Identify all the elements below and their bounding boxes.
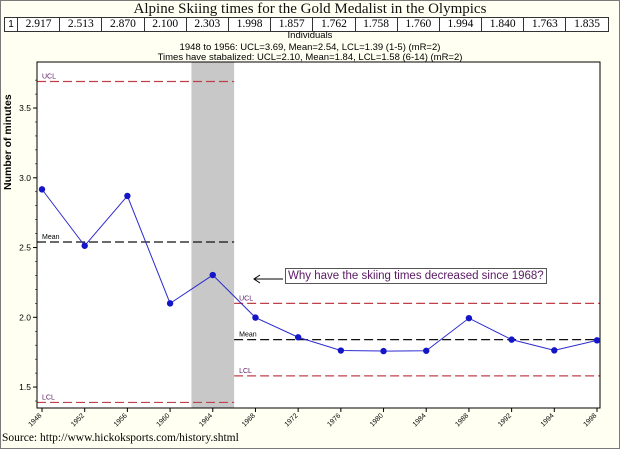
annotation-arrowhead — [253, 274, 261, 284]
data-point — [81, 242, 88, 249]
y-tick-label: 1.5 — [19, 382, 31, 392]
series-line — [41, 189, 598, 352]
values-table-cell: 2.100 — [145, 18, 187, 31]
data-point — [252, 314, 259, 321]
annotation-box: Why have the skiing times decreased sinc… — [285, 268, 547, 284]
source-note: Source: http://www.hickoksports.com/hist… — [2, 432, 239, 444]
y-tick-label: 3.5 — [19, 103, 31, 113]
x-tick-label: 1980 — [369, 412, 385, 428]
values-table-cell: 1.857 — [271, 18, 314, 31]
values-table-cell: 1.763 — [524, 18, 567, 31]
y-tick-label: 2.0 — [19, 312, 31, 322]
data-point — [294, 334, 302, 341]
values-table-cell: 1.760 — [398, 18, 440, 31]
values-table-lead: 1 — [5, 18, 18, 31]
values-table-cell: 1.758 — [356, 18, 398, 31]
values-table-cell: 2.303 — [187, 18, 229, 31]
subtitle-individuals: Individuals — [287, 30, 333, 41]
data-point — [593, 337, 601, 344]
x-tick-label: 1994 — [540, 412, 556, 428]
data-point — [380, 347, 387, 355]
data-point — [508, 336, 515, 343]
y-tick-label: 2.5 — [19, 243, 31, 253]
values-table: 1 2.917 2.513 2.870 2.100 2.303 1.998 1.857 1.7… — [4, 17, 609, 32]
subtitle-phase2: Times have stabalized: UCL=2.10, Mean=1.… — [157, 52, 463, 63]
x-tick-label: 1992 — [497, 412, 513, 428]
x-tick-label: 1972 — [284, 412, 300, 428]
values-table-cell: 2.870 — [102, 18, 145, 31]
y-axis-label: Number of minutes — [2, 94, 14, 190]
axes-frame — [36, 61, 601, 409]
x-tick-label: 1964 — [198, 412, 214, 428]
shaded-region — [191, 62, 235, 408]
x-tick-label: 1976 — [326, 412, 342, 428]
x-tick-label: 1960 — [156, 412, 172, 428]
x-tick-label: 1956 — [113, 412, 129, 428]
x-tick-label: 1998 — [582, 412, 598, 428]
ucl-label: UCL — [239, 295, 253, 302]
chart-title: Alpine Skiing times for the Gold Medalis… — [133, 1, 487, 17]
data-point — [465, 314, 473, 322]
data-point — [38, 186, 46, 193]
values-table-cell: 2.917 — [18, 18, 61, 31]
mean-label: Mean — [42, 234, 60, 241]
data-point — [423, 347, 430, 354]
values-table-cell: 1.994 — [440, 18, 483, 31]
values-table-cell: 1.840 — [482, 18, 525, 31]
y-tick-label: 3.0 — [19, 173, 31, 183]
mean-label: Mean — [239, 332, 257, 339]
x-tick-label: 1952 — [70, 412, 86, 428]
data-point — [337, 347, 345, 354]
data-point — [209, 271, 216, 279]
values-table-cell: 1.762 — [313, 18, 356, 31]
values-table-cell: 1.998 — [229, 18, 272, 31]
x-tick-label: 1948 — [27, 412, 43, 428]
lcl-label: LCL — [42, 394, 55, 401]
x-tick-label: 1984 — [412, 412, 428, 428]
ucl-label: UCL — [42, 74, 56, 81]
subtitle-phase1: 1948 to 1956: UCL=3.69, Mean=2.54, LCL=1… — [179, 42, 441, 53]
lcl-label: LCL — [239, 368, 252, 375]
data-point — [166, 300, 174, 307]
x-tick-label: 1968 — [241, 412, 257, 428]
plot-area — [37, 62, 600, 408]
data-point — [551, 347, 558, 354]
data-point — [124, 192, 131, 200]
x-tick-label: 1988 — [454, 412, 470, 428]
values-table-cell: 2.513 — [60, 18, 103, 31]
values-table-cell: 1.835 — [574, 18, 600, 30]
